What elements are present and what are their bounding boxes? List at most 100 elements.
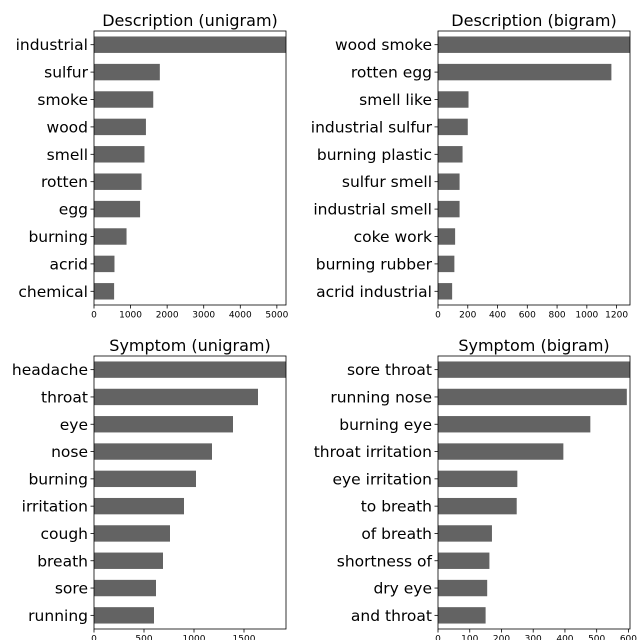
axes-frame xyxy=(93,30,287,306)
category-label: of breath xyxy=(361,525,432,543)
bar-burning-plastic xyxy=(438,146,463,163)
category-label: running xyxy=(28,607,88,625)
category-label: sore xyxy=(55,580,88,598)
category-label: chemical xyxy=(18,283,88,301)
bar-smell xyxy=(94,146,145,163)
category-label: irritation xyxy=(22,498,88,516)
bar-egg xyxy=(94,200,141,218)
x-tick-label: 3000 xyxy=(192,311,215,321)
x-tick-label: 1200 xyxy=(605,311,628,321)
bar-shortness-of xyxy=(438,552,490,569)
x-tick-label: 0 xyxy=(91,311,97,321)
bar-dry-eye xyxy=(438,579,488,597)
bar-smell-like xyxy=(438,91,469,108)
bar-throat xyxy=(94,388,258,406)
x-tick-label: 600 xyxy=(620,635,637,640)
category-label: smell like xyxy=(359,91,432,109)
bar-burning xyxy=(94,228,127,245)
category-label: rotten egg xyxy=(351,64,432,82)
category-label: burning eye xyxy=(339,416,432,434)
category-label: sulfur xyxy=(44,64,88,82)
x-tick-label: 400 xyxy=(489,311,506,321)
chart-panel-3: Symptom (unigram) headache throat eye nose bu… xyxy=(12,336,287,640)
bar-eye-irritation xyxy=(438,470,518,488)
bar-headache xyxy=(94,361,286,378)
bar-throat-irritation xyxy=(438,443,564,460)
category-label: dry eye xyxy=(373,580,432,598)
category-label: burning plastic xyxy=(317,146,432,164)
x-tick-label: 800 xyxy=(548,311,565,321)
bar-sulfur-smell xyxy=(438,173,460,190)
chart-title: Description (unigram) xyxy=(102,11,278,30)
category-label: egg xyxy=(59,201,88,219)
bar-rotten-egg xyxy=(438,63,612,81)
bar-chemical xyxy=(94,283,115,300)
x-tick-label: 1000 xyxy=(183,635,206,640)
x-tick-label: 200 xyxy=(459,311,476,321)
chart-title: Symptom (bigram) xyxy=(458,336,609,355)
x-tick-label: 500 xyxy=(588,635,605,640)
bar-acrid-industrial xyxy=(438,283,453,300)
category-label: smell xyxy=(47,146,88,164)
x-tick-label: 2000 xyxy=(156,311,179,321)
bar-industrial-sulfur xyxy=(438,118,468,136)
category-label: acrid xyxy=(49,255,88,273)
category-label: and throat xyxy=(351,607,432,625)
category-label: wood smoke xyxy=(335,36,432,54)
category-label: cough xyxy=(41,525,89,543)
category-label: to breath xyxy=(361,498,432,516)
bar-rotten xyxy=(94,173,142,190)
x-tick-label: 300 xyxy=(525,635,542,640)
bar-wood xyxy=(94,118,146,136)
x-tick-label: 0 xyxy=(91,635,97,640)
category-label: rotten xyxy=(41,173,88,191)
bar-sulfur xyxy=(94,63,160,81)
bar-breath xyxy=(94,552,163,569)
x-tick-label: 4000 xyxy=(229,311,252,321)
category-label: breath xyxy=(37,552,88,570)
bar-burning xyxy=(94,470,196,488)
bar-running xyxy=(94,607,154,624)
category-label: burning xyxy=(28,228,88,246)
bar-and-throat xyxy=(438,607,486,624)
chart-title: Symptom (unigram) xyxy=(109,336,270,355)
bar-coke-work xyxy=(438,228,456,245)
bar-sore-throat xyxy=(438,361,630,378)
bar-running-nose xyxy=(438,388,627,406)
x-tick-label: 0 xyxy=(435,635,441,640)
bar-of-breath xyxy=(438,525,492,542)
category-label: headache xyxy=(12,361,88,379)
x-tick-label: 5000 xyxy=(265,311,288,321)
bar-smoke xyxy=(94,91,154,108)
x-tick-label: 600 xyxy=(519,311,536,321)
x-tick-label: 400 xyxy=(556,635,573,640)
category-label: sore throat xyxy=(347,361,432,379)
category-label: smoke xyxy=(37,91,88,109)
x-tick-label: 1000 xyxy=(575,311,598,321)
category-label: sulfur smell xyxy=(342,173,432,191)
category-label: eye irritation xyxy=(332,470,432,488)
category-label: industrial xyxy=(16,36,88,54)
x-tick-label: 1500 xyxy=(233,635,256,640)
axes-frame xyxy=(93,355,287,630)
bar-industrial xyxy=(94,36,286,53)
category-label: acrid industrial xyxy=(316,283,432,301)
category-label: shortness of xyxy=(337,552,433,570)
bar-cough xyxy=(94,525,170,542)
category-label: burning xyxy=(28,470,88,488)
category-label: throat xyxy=(41,388,88,406)
category-label: nose xyxy=(51,443,88,461)
category-label: throat irritation xyxy=(314,443,432,461)
bar-to-breath xyxy=(438,497,517,515)
bar-acrid xyxy=(94,255,115,273)
bar-irritation xyxy=(94,497,184,515)
x-tick-label: 500 xyxy=(135,635,152,640)
chart-title: Description (bigram) xyxy=(451,11,616,30)
bar-industrial-smell xyxy=(438,200,460,218)
chart-panel-2: Description (bigram) wood smoke rotten egg… xyxy=(311,11,631,321)
category-label: eye xyxy=(60,416,88,434)
x-tick-label: 0 xyxy=(435,311,441,321)
bar-eye xyxy=(94,416,233,433)
chart-panel-4: Symptom (bigram) sore throat running nose b… xyxy=(314,336,637,640)
